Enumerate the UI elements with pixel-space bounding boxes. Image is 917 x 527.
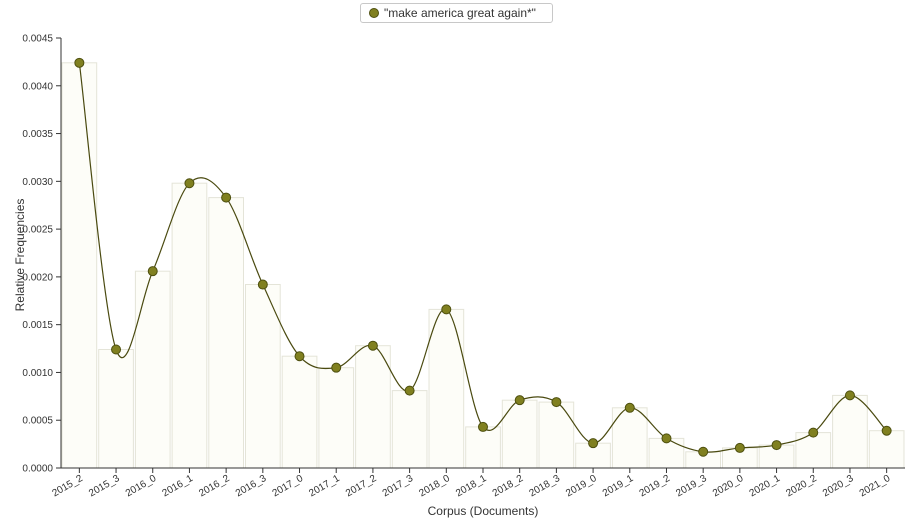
legend-item[interactable]: "make america great again*" — [360, 3, 553, 23]
x-tick-label: 2016_3 — [234, 473, 269, 499]
data-point-2016_1[interactable] — [184, 178, 195, 189]
data-point-2021_0[interactable] — [881, 425, 892, 436]
data-point-2019_1[interactable] — [624, 402, 635, 413]
data-point-2016_0[interactable] — [147, 266, 158, 277]
x-axis-title: Corpus (Documents) — [428, 504, 539, 518]
x-tick-label: 2018_3 — [527, 473, 562, 499]
x-tick-label: 2017_3 — [381, 473, 416, 499]
data-point-2020_1[interactable] — [771, 440, 782, 451]
x-tick-label: 2020_1 — [748, 473, 783, 499]
data-point-2015_3[interactable] — [111, 344, 122, 355]
x-tick-label: 2019_1 — [601, 473, 636, 499]
data-points — [74, 57, 892, 457]
x-tick-label: 2019_3 — [674, 473, 709, 499]
y-axis-title: Relative Frequencies — [13, 199, 27, 312]
y-tick-label: 0.0015 — [22, 320, 53, 331]
data-point-2019_2[interactable] — [661, 433, 672, 444]
y-tick-label: 0.0040 — [22, 81, 53, 92]
bar-2021_0 — [868, 430, 905, 469]
data-point-2018_1[interactable] — [478, 421, 488, 432]
x-tick-label: 2020_2 — [784, 473, 819, 499]
x-ticks: 2015_2 2015_3 2016_0 2016_1 2016_2 2016_3 2017… — [50, 468, 893, 499]
bar-2015_3 — [98, 349, 134, 469]
bar-2017_2 — [355, 345, 391, 469]
y-tick-label: 0.0020 — [22, 272, 53, 283]
bar-2020_3 — [832, 394, 868, 469]
bars-layer — [61, 62, 905, 469]
x-tick-label: 2017_2 — [344, 473, 379, 499]
x-tick-label: 2017_1 — [307, 473, 342, 499]
data-point-2017_0[interactable] — [294, 351, 305, 362]
legend-label: "make america great again*" — [384, 6, 536, 20]
bar-2019_1 — [611, 407, 648, 469]
data-point-2018_2[interactable] — [514, 395, 525, 406]
bar-2018_0 — [428, 308, 465, 469]
x-tick-label: 2016_0 — [124, 473, 159, 499]
data-point-2016_3[interactable] — [257, 279, 268, 290]
data-point-2020_3[interactable] — [844, 390, 855, 401]
data-point-2020_0[interactable] — [734, 442, 745, 453]
legend-marker-icon — [369, 8, 379, 18]
x-tick-label: 2018_1 — [454, 473, 489, 499]
x-tick-label: 2021_0 — [858, 473, 893, 499]
y-tick-label: 0.0010 — [22, 368, 53, 379]
x-tick-label: 2017_0 — [271, 473, 306, 499]
x-tick-label: 2018_0 — [417, 473, 452, 499]
x-tick-label: 2015_2 — [50, 473, 85, 499]
bar-2016_2 — [208, 197, 245, 469]
data-point-2020_2[interactable] — [808, 427, 819, 438]
bar-2016_0 — [134, 270, 171, 469]
data-point-2018_0[interactable] — [441, 304, 452, 315]
data-point-2019_3[interactable] — [698, 446, 709, 457]
bar-2018_2 — [501, 399, 538, 469]
data-point-2017_3[interactable] — [404, 385, 415, 396]
x-tick-label: 2016_2 — [197, 473, 232, 499]
data-point-2017_2[interactable] — [367, 340, 378, 351]
bar-2016_1 — [171, 182, 208, 469]
x-tick-label: 2019_2 — [638, 473, 673, 499]
x-tick-label: 2019_0 — [564, 473, 599, 499]
x-tick-label: 2016_1 — [161, 473, 196, 499]
x-tick-label: 2020_3 — [821, 473, 856, 499]
y-tick-label: 0.0035 — [22, 129, 53, 140]
data-point-2016_2[interactable] — [221, 192, 232, 203]
y-tick-label: 0.0030 — [22, 177, 53, 188]
bar-2018_1 — [465, 426, 501, 469]
bar-2017_1 — [318, 367, 355, 469]
data-point-2018_3[interactable] — [551, 397, 562, 408]
bar-2017_3 — [391, 390, 428, 469]
y-tick-label: 0.0045 — [22, 34, 53, 45]
y-tick-label: 0.0005 — [22, 416, 53, 427]
bar-2017_0 — [281, 355, 318, 469]
x-tick-label: 2018_2 — [491, 473, 526, 499]
x-tick-label: 2020_0 — [711, 473, 746, 499]
bar-2018_3 — [538, 401, 575, 469]
bar-2020_2 — [795, 432, 832, 469]
data-point-2015_2[interactable] — [74, 57, 85, 68]
y-tick-label: 0.0000 — [22, 464, 53, 475]
data-point-2017_1[interactable] — [331, 362, 342, 373]
y-tick-label: 0.0025 — [22, 225, 53, 236]
data-point-2019_0[interactable] — [588, 438, 599, 449]
y-ticks: 0.0000 0.0005 0.0010 0.0015 0.0020 0.0025 0.00… — [22, 34, 61, 475]
x-tick-label: 2015_3 — [87, 473, 122, 499]
bar-2015_2 — [61, 62, 98, 469]
